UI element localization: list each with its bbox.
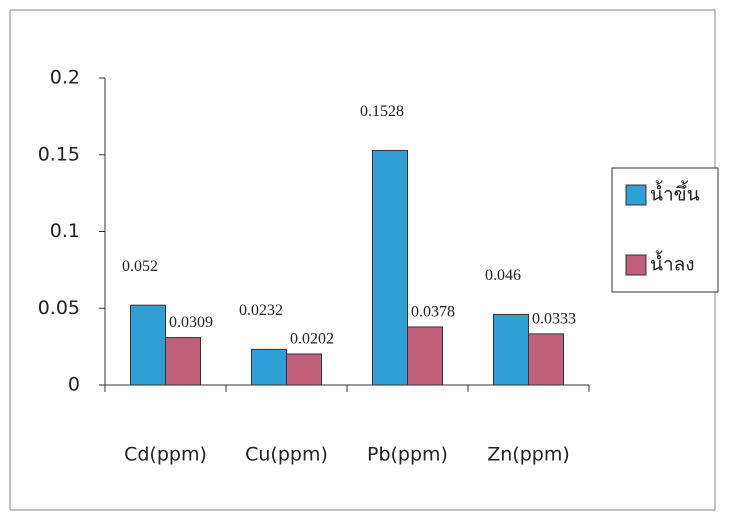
- bar: [493, 313, 529, 386]
- value-label: 0.0309: [169, 314, 213, 331]
- legend-swatch: [625, 184, 647, 206]
- y-tick-label: 0: [68, 374, 80, 396]
- value-label: 0.0333: [532, 311, 576, 328]
- chart-frame: [9, 9, 716, 511]
- value-label: 0.0378: [411, 304, 455, 321]
- y-tick-label: 0.1: [50, 220, 80, 242]
- y-tick-label: 0.05: [38, 297, 80, 319]
- y-tick-label: 0.15: [38, 143, 80, 165]
- value-label: 0.0202: [290, 331, 334, 348]
- bar: [251, 348, 287, 386]
- value-label: 0.052: [122, 258, 158, 275]
- bar: [528, 333, 564, 386]
- bar: [130, 304, 166, 386]
- bar: [372, 149, 408, 386]
- y-tick-label: 0.2: [50, 67, 80, 89]
- value-label: 0.046: [485, 267, 521, 284]
- legend-swatch: [625, 254, 647, 276]
- bar: [407, 326, 443, 386]
- x-tick-label: Zn(ppm): [487, 444, 570, 466]
- value-label: 0.1528: [360, 103, 404, 120]
- legend-label: น้ำลง: [650, 251, 695, 276]
- x-tick-label: Pb(ppm): [367, 444, 448, 466]
- value-label: 0.0232: [239, 302, 283, 319]
- legend-label: น้ำขึ้น: [650, 181, 700, 206]
- x-tick-label: Cd(ppm): [124, 444, 207, 466]
- x-tick-label: Cu(ppm): [245, 444, 328, 466]
- bar: [165, 337, 201, 386]
- bar: [286, 353, 322, 386]
